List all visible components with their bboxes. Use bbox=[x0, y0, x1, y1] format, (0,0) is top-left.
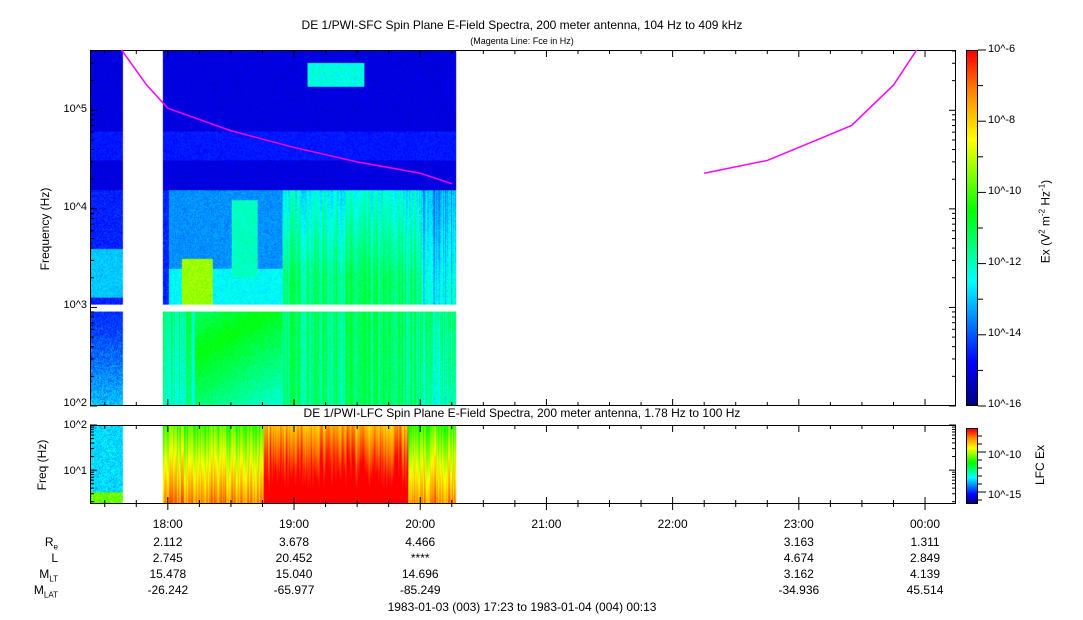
ephemeris-row-label: Re bbox=[44, 535, 58, 552]
ephemeris-value: 2.745 bbox=[152, 551, 183, 565]
fce-line-segment-1 bbox=[704, 49, 918, 174]
sfc-ytick-label: 10^2 bbox=[63, 397, 87, 409]
ephemeris-value: -65.977 bbox=[273, 583, 315, 597]
sfc-ytick-label: 10^4 bbox=[63, 201, 87, 213]
sfc-colorbar-tick-label: 10^-10 bbox=[988, 185, 1022, 197]
time-tick-label: 19:00 bbox=[279, 517, 310, 531]
sfc-colorbar bbox=[966, 50, 978, 406]
sfc-ytick-label: 10^3 bbox=[63, 299, 87, 311]
ephemeris-row-label: MLT bbox=[39, 567, 58, 584]
ephemeris-value: 20.452 bbox=[275, 551, 313, 565]
ephemeris-value: 15.478 bbox=[149, 567, 187, 581]
time-tick-label: 20:00 bbox=[405, 517, 436, 531]
lfc-spectrogram bbox=[90, 425, 956, 504]
ephemeris-value: **** bbox=[410, 551, 430, 565]
ephemeris-value: 15.040 bbox=[275, 567, 313, 581]
sfc-colorbar-tick-label: 10^-12 bbox=[988, 256, 1022, 268]
ephemeris-value: 14.696 bbox=[401, 567, 439, 581]
ephemeris-value: 2.849 bbox=[910, 551, 941, 565]
time-tick-label: 22:00 bbox=[657, 517, 688, 531]
time-tick-label: 18:00 bbox=[152, 517, 183, 531]
lfc-colorbar bbox=[966, 428, 978, 504]
ephemeris-value: 3.163 bbox=[783, 535, 814, 549]
sfc-colorbar-label: Ex (V2 m-2 Hz-1) bbox=[1037, 179, 1053, 264]
ephemeris-value: 3.678 bbox=[279, 535, 310, 549]
sfc-colorbar-tick-label: 10^-14 bbox=[988, 327, 1022, 339]
time-tick-label: 00:00 bbox=[910, 517, 941, 531]
lfc-colorbar-tick-label: 10^-10 bbox=[988, 449, 1022, 461]
ephemeris-value: 4.466 bbox=[405, 535, 436, 549]
lfc-ytick-label: 10^2 bbox=[63, 419, 87, 431]
ephemeris-value: -26.242 bbox=[147, 583, 189, 597]
lfc-colorbar-tick-label: 10^-15 bbox=[988, 489, 1022, 501]
sfc-ylabel: Frequency (Hz) bbox=[38, 187, 52, 271]
sfc-colorbar-tick-label: 10^-8 bbox=[988, 114, 1016, 126]
ephemeris-value: 1.311 bbox=[910, 535, 940, 549]
time-tick-label: 23:00 bbox=[783, 517, 814, 531]
ephemeris-value: 3.162 bbox=[783, 567, 814, 581]
ephemeris-value: -85.249 bbox=[399, 583, 441, 597]
time-range-label: 1983-01-03 (003) 17:23 to 1983-01-04 (00… bbox=[387, 600, 657, 614]
lfc-ylabel: Freq (Hz) bbox=[35, 439, 49, 491]
fce-line-segment-0 bbox=[120, 49, 453, 185]
lfc-ytick-label: 10^1 bbox=[63, 465, 87, 477]
ephemeris-value: 4.139 bbox=[910, 567, 941, 581]
ephemeris-row-label: MLAT bbox=[33, 583, 58, 600]
sfc-colorbar-tick-label: 10^-16 bbox=[988, 398, 1022, 410]
sfc-colorbar-tick-label: 10^-6 bbox=[988, 43, 1016, 55]
ephemeris-value: 2.112 bbox=[153, 535, 183, 549]
lfc-title: DE 1/PWI-LFC Spin Plane E-Field Spectra,… bbox=[303, 406, 741, 420]
sfc-subtitle: (Magenta Line: Fce in Hz) bbox=[470, 36, 574, 46]
ephemeris-value: -34.936 bbox=[778, 583, 820, 597]
sfc-title: DE 1/PWI-SFC Spin Plane E-Field Spectra,… bbox=[301, 18, 743, 32]
sfc-spectrogram bbox=[90, 50, 956, 406]
ephemeris-value: 45.514 bbox=[906, 583, 944, 597]
lfc-colorbar-label: LFC Ex bbox=[1033, 445, 1047, 486]
ephemeris-value: 4.674 bbox=[783, 551, 814, 565]
sfc-ytick-label: 10^5 bbox=[63, 103, 87, 115]
time-tick-label: 21:00 bbox=[531, 517, 562, 531]
ephemeris-row-label: L bbox=[51, 551, 58, 565]
